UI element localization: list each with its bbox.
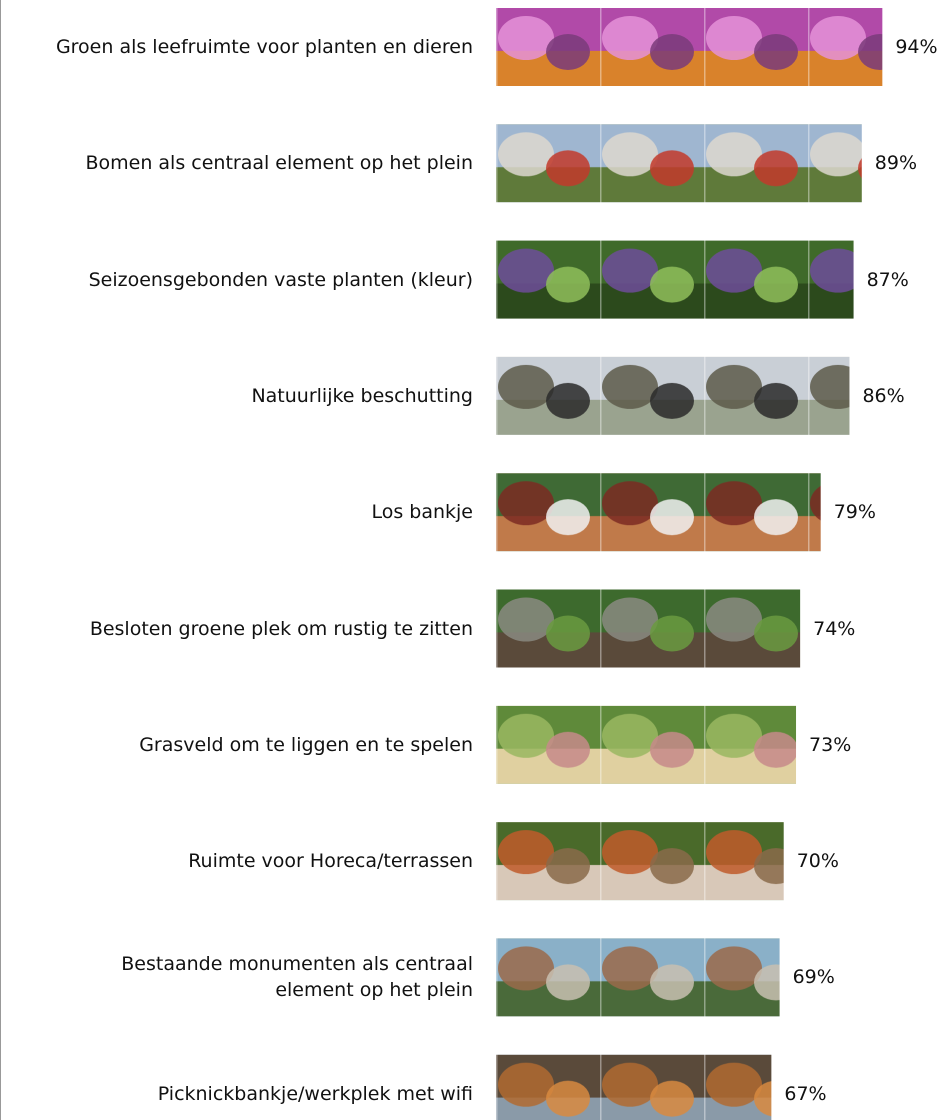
category-label: Grasveld om te liggen en te spelen xyxy=(139,733,473,756)
category-label: Natuurlijke beschutting xyxy=(251,384,473,407)
value-label: 70% xyxy=(796,850,839,873)
value-label: 74% xyxy=(813,617,856,640)
category-label: Bestaande monumenten als centraal elemen… xyxy=(121,953,473,1002)
bar xyxy=(496,124,862,203)
bar xyxy=(496,356,850,435)
value-label: 86% xyxy=(862,384,905,407)
category-label: Besloten groene plek om rustig te zitten xyxy=(89,617,473,640)
bar xyxy=(496,240,854,319)
category-label: Seizoensgebonden vaste planten (kleur) xyxy=(88,268,473,291)
category-label: Ruimte voor Horeca/terrassen xyxy=(188,850,473,873)
value-label: 79% xyxy=(833,501,876,524)
bar xyxy=(496,822,784,901)
category-label: Picknickbankje/werkplek met wifi xyxy=(157,1082,473,1105)
value-label: 73% xyxy=(809,733,852,756)
bar xyxy=(496,589,801,668)
category-label: Bomen als centraal element op het plein xyxy=(85,152,473,175)
bar xyxy=(496,1054,772,1120)
value-label: 94% xyxy=(895,36,938,58)
bar xyxy=(496,473,821,552)
bar xyxy=(496,938,780,1017)
category-label: Groen als leefruimte voor planten en die… xyxy=(55,36,473,58)
value-label: 67% xyxy=(784,1082,827,1105)
category-label: Los bankje xyxy=(371,501,473,524)
value-label: 87% xyxy=(866,268,909,291)
value-label: 89% xyxy=(874,152,918,175)
value-label: 69% xyxy=(792,966,835,989)
bar xyxy=(496,8,883,86)
bar xyxy=(496,705,797,784)
